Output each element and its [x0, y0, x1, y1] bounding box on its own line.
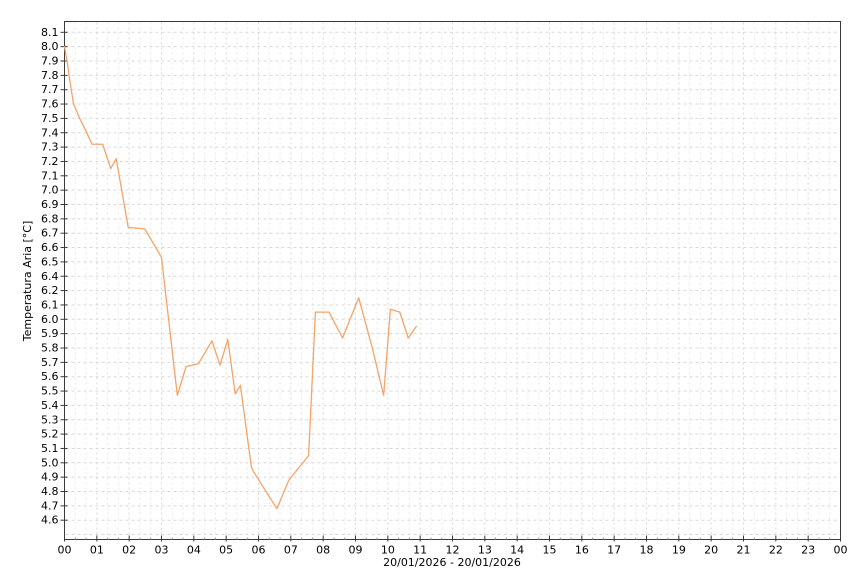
y-tick-label: 6.8 — [41, 212, 59, 225]
y-tick-label: 7.2 — [41, 155, 59, 168]
y-tick-label: 5.8 — [41, 342, 59, 355]
x-tick-label: 20 — [704, 544, 718, 557]
y-tick-label: 6.5 — [41, 255, 59, 268]
y-tick-label: 7.4 — [41, 126, 59, 139]
y-tick-label: 5.3 — [41, 413, 59, 426]
x-tick-label: 14 — [510, 544, 524, 557]
y-tick-label: 5.4 — [41, 399, 59, 412]
x-tick-label: 03 — [155, 544, 169, 557]
y-tick-label: 6.2 — [41, 284, 59, 297]
x-tick-label: 08 — [316, 544, 330, 557]
y-tick-label: 7.5 — [41, 112, 59, 125]
y-tick-label: 7.9 — [41, 55, 59, 68]
x-tick-label: 15 — [543, 544, 557, 557]
axis-tick-labels: 8.18.07.97.87.77.67.57.47.37.27.17.06.96… — [41, 26, 848, 557]
x-tick-label: 18 — [640, 544, 654, 557]
y-tick-label: 5.7 — [41, 356, 59, 369]
x-tick-label: 12 — [446, 544, 460, 557]
y-tick-label: 7.7 — [41, 83, 59, 96]
series-temperatura-aria — [63, 46, 417, 510]
y-tick-label: 5.0 — [41, 456, 59, 469]
y-tick-label: 7.0 — [41, 184, 59, 197]
y-tick-label: 6.1 — [41, 298, 59, 311]
axes — [60, 21, 841, 542]
x-tick-label: 17 — [607, 544, 621, 557]
x-tick-label: 07 — [284, 544, 298, 557]
x-tick-label: 09 — [349, 544, 363, 557]
y-tick-label: 5.6 — [41, 370, 59, 383]
x-tick-label: 00 — [58, 544, 72, 557]
y-tick-label: 6.6 — [41, 241, 59, 254]
x-tick-label: 22 — [769, 544, 783, 557]
y-tick-label: 4.9 — [41, 471, 59, 484]
y-tick-label: 6.0 — [41, 313, 59, 326]
y-tick-label: 7.1 — [41, 169, 59, 182]
x-tick-label: 00 — [834, 544, 848, 557]
y-tick-label: 6.7 — [41, 227, 59, 240]
y-tick-label: 7.8 — [41, 69, 59, 82]
x-tick-label: 21 — [737, 544, 751, 557]
y-tick-label: 6.9 — [41, 198, 59, 211]
x-tick-label: 06 — [252, 544, 266, 557]
x-tick-label: 10 — [381, 544, 395, 557]
y-axis-title: Temperatura Aria [°C] — [21, 221, 34, 343]
x-tick-label: 04 — [187, 544, 201, 557]
x-tick-label: 05 — [219, 544, 233, 557]
y-tick-label: 8.0 — [41, 40, 59, 53]
x-tick-label: 01 — [90, 544, 104, 557]
y-tick-label: 4.7 — [41, 499, 59, 512]
y-tick-label: 5.2 — [41, 428, 59, 441]
x-tick-label: 19 — [672, 544, 686, 557]
x-tick-label: 23 — [801, 544, 815, 557]
temperature-line — [63, 46, 417, 510]
x-tick-label: 13 — [478, 544, 492, 557]
x-tick-label: 16 — [575, 544, 589, 557]
y-tick-label: 6.4 — [41, 270, 59, 283]
x-tick-label: 02 — [122, 544, 136, 557]
y-tick-label: 5.5 — [41, 385, 59, 398]
y-tick-label: 7.3 — [41, 141, 59, 154]
y-tick-label: 5.9 — [41, 327, 59, 340]
y-tick-label: 5.1 — [41, 442, 59, 455]
y-tick-label: 8.1 — [41, 26, 59, 39]
y-tick-label: 4.6 — [41, 514, 59, 527]
x-axis-title: 20/01/2026 - 20/01/2026 — [383, 556, 521, 569]
y-tick-label: 7.6 — [41, 98, 59, 111]
x-tick-label: 11 — [413, 544, 427, 557]
grid — [65, 22, 840, 539]
y-tick-label: 4.8 — [41, 485, 59, 498]
